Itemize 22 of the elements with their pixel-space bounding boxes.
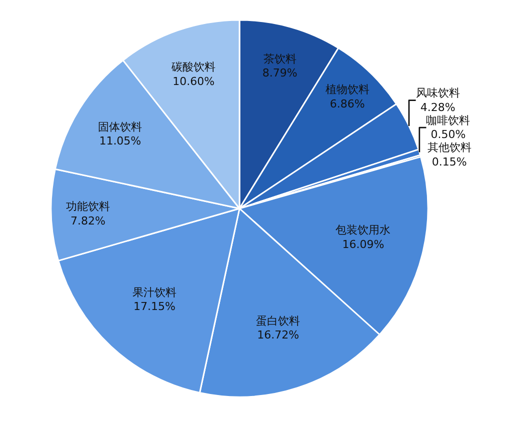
slice-label: 植物饮料 xyxy=(325,83,370,96)
slice-label: 其他饮料 xyxy=(427,141,472,154)
slice-label: 包装饮用水 xyxy=(336,224,391,237)
data-label: 6.86% xyxy=(330,97,365,110)
slice-label: 风味饮料 xyxy=(416,86,460,100)
slice-label: 茶饮料 xyxy=(263,52,296,66)
data-label: 17.15% xyxy=(133,300,176,314)
slice-label: 咖啡饮料 xyxy=(426,114,470,127)
data-label: 8.79% xyxy=(262,66,298,80)
slice-label: 果汁饮料 xyxy=(132,286,176,299)
slice-label: 固体饮料 xyxy=(98,120,142,134)
data-label: 16.72% xyxy=(257,328,300,342)
data-label: 0.15% xyxy=(432,156,467,169)
data-label: 4.28% xyxy=(420,100,456,114)
slice-label: 功能饮料 xyxy=(66,200,110,214)
data-label: 16.09% xyxy=(342,238,384,251)
data-label: 10.60% xyxy=(172,74,215,88)
slice-label: 蛋白饮料 xyxy=(256,314,300,328)
data-label: 11.05% xyxy=(99,134,142,148)
data-label: 7.82% xyxy=(70,214,106,228)
slice-label: 碳酸饮料 xyxy=(170,60,216,74)
data-label: 0.50% xyxy=(430,128,466,142)
